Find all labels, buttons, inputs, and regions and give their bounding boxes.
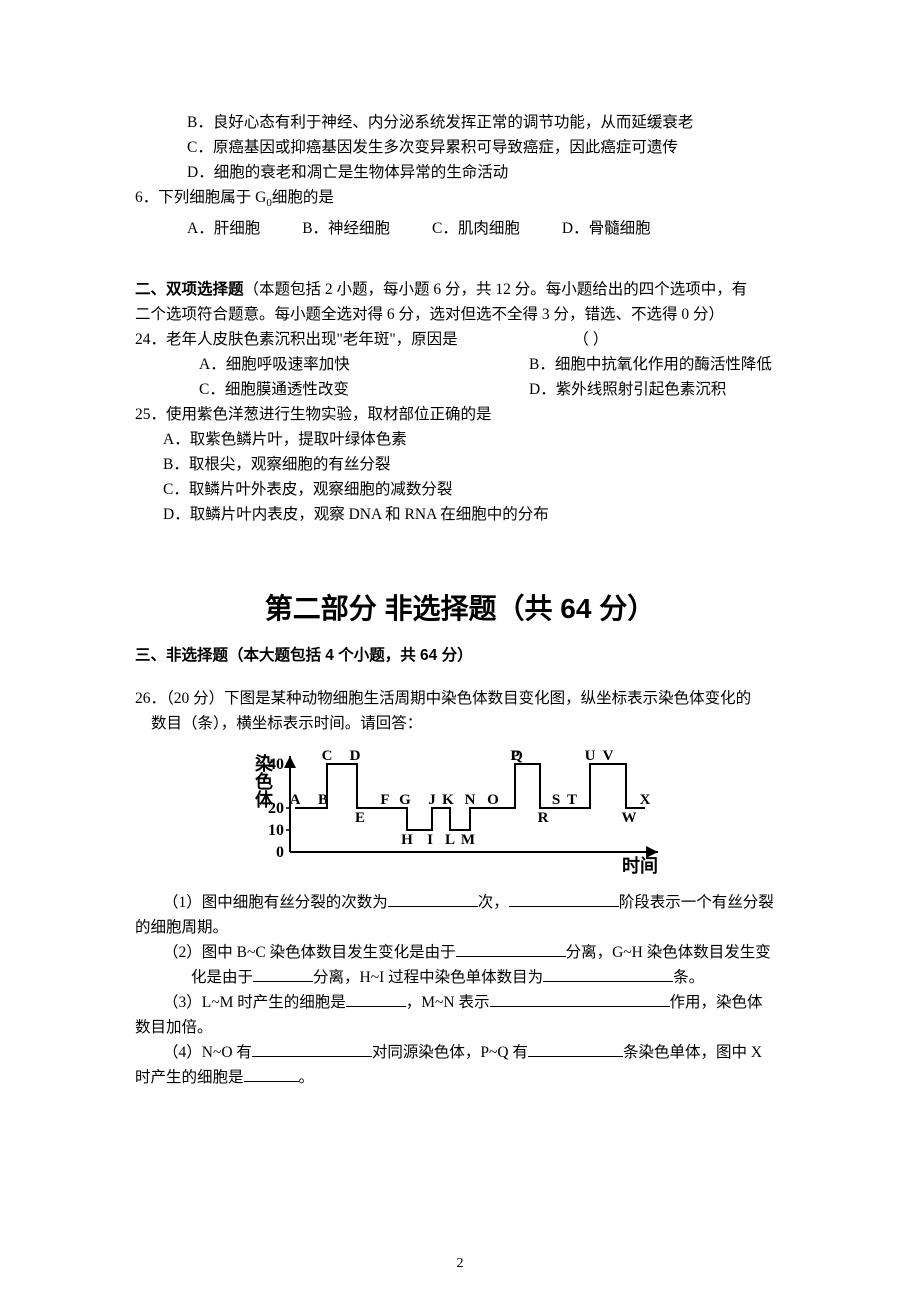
q26-p2a: （2）图中 B~C 染色体数目发生变化是由于 xyxy=(163,944,456,961)
svg-text:10: 10 xyxy=(268,822,284,839)
svg-text:V: V xyxy=(603,748,614,764)
q26-p1c: 阶段表示一个有丝分裂 xyxy=(619,894,774,911)
q5-opt-b: B．良好心态有利于神经、内分泌系统发挥正常的调节功能，从而延缓衰老 xyxy=(135,110,785,135)
q26-p2b: 分离，G~H 染色体数目发生变 xyxy=(566,944,771,961)
q26-p4: （4）N~O 有 对同源染色体，P~Q 有 条染色单体，图中 X xyxy=(135,1040,785,1065)
svg-text:时间: 时间 xyxy=(622,856,658,876)
q26-p2: （2）图中 B~C 染色体数目发生变化是由于 分离，G~H 染色体数目发生变 xyxy=(135,940,785,965)
q24-paren: （ ） xyxy=(573,331,608,348)
svg-text:色: 色 xyxy=(255,771,273,792)
q26-p1b: 次， xyxy=(478,894,509,911)
chromosome-chart: 0102040染色体时间ABCDEFGHIJKLMNOPQRSTUVWX xyxy=(250,746,670,876)
svg-text:H: H xyxy=(401,832,413,848)
svg-text:D: D xyxy=(350,748,361,764)
q26-p2d: 分离，H~I 过程中染色单体数目为 xyxy=(313,969,543,986)
svg-text:体: 体 xyxy=(255,789,274,810)
q26-p4b: 对同源染色体，P~Q 有 xyxy=(372,1044,528,1061)
q26-p2c: 化是由于 xyxy=(191,969,253,986)
q26-p4d: 时产生的细胞是 xyxy=(135,1069,244,1086)
q6-opt-c: C．肌肉细胞 xyxy=(432,216,520,241)
q6-opt-b: B．神经细胞 xyxy=(302,216,390,241)
q26-p3b: ，M~N 表示 xyxy=(406,994,490,1011)
q24-stem: 24．老年人皮肤色素沉积出现"老年斑"，原因是 xyxy=(135,331,458,348)
q5-opt-d: D．细胞的衰老和凋亡是生物体异常的生命活动 xyxy=(135,160,785,185)
q24-opt-b: B．细胞中抗氧化作用的酶活性降低 xyxy=(529,352,785,377)
q26-p1: （1）图中细胞有丝分裂的次数为 次， 阶段表示一个有丝分裂 xyxy=(135,890,785,915)
q25-opt-b: B．取根尖，观察细胞的有丝分裂 xyxy=(135,452,785,477)
q26-p3a: （3）L~M 时产生的细胞是 xyxy=(163,994,346,1011)
q26-p1d: 的细胞周期。 xyxy=(135,915,785,940)
svg-text:T: T xyxy=(567,792,577,808)
q26-p2e: 条。 xyxy=(673,969,704,986)
svg-text:C: C xyxy=(322,748,333,764)
q26-stem2: 数目（条），横坐标表示时间。请回答： xyxy=(135,711,785,736)
svg-text:A: A xyxy=(290,792,301,808)
svg-text:R: R xyxy=(538,810,549,826)
svg-text:0: 0 xyxy=(276,844,284,861)
q26-p4c: 条染色单体，图中 X xyxy=(623,1044,762,1061)
q26-p2-line2: 化是由于 分离，H~I 过程中染色单体数目为 条。 xyxy=(135,965,785,990)
q6-opt-d: D．骨髓细胞 xyxy=(562,216,651,241)
svg-text:染: 染 xyxy=(254,754,274,774)
q26-p1a: （1）图中细胞有丝分裂的次数为 xyxy=(163,894,388,911)
svg-text:G: G xyxy=(399,792,411,808)
svg-text:B: B xyxy=(318,792,328,808)
svg-text:I: I xyxy=(427,832,433,848)
q24-opt-c: C．细胞膜通透性改变 xyxy=(135,377,529,402)
svg-text:Q: Q xyxy=(511,748,523,764)
q24-stem-row: 24．老年人皮肤色素沉积出现"老年斑"，原因是 （ ） xyxy=(135,327,785,352)
q26-p3: （3）L~M 时产生的细胞是 ，M~N 表示 作用，染色体 xyxy=(135,990,785,1015)
svg-text:F: F xyxy=(380,792,389,808)
svg-text:S: S xyxy=(552,792,560,808)
section2-title-pre: 二、双项选择题 xyxy=(135,281,244,298)
q24-opt-a: A．细胞呼吸速率加快 xyxy=(135,352,529,377)
section2-title-line2: 二个选项符合题意。每小题全选对得 6 分，选对但选不全得 3 分，错选、不选得 … xyxy=(135,302,785,327)
page-number: 2 xyxy=(0,1256,920,1272)
q26-p4a: （4）N~O 有 xyxy=(163,1044,252,1061)
q24-opt-d: D．紫外线照射引起色素沉积 xyxy=(529,377,785,402)
q25-opt-d: D．取鳞片叶内表皮，观察 DNA 和 RNA 在细胞中的分布 xyxy=(135,502,785,527)
svg-text:K: K xyxy=(442,792,454,808)
svg-text:X: X xyxy=(640,792,651,808)
q26-stem1: 26．（20 分）下图是某种动物细胞生活周期中染色体数目变化图，纵坐标表示染色体… xyxy=(135,686,785,711)
section3-title: 三、非选择题（本大题包括 4 个小题，共 64 分） xyxy=(135,643,785,668)
q26-p3c: 作用，染色体 xyxy=(670,994,763,1011)
svg-text:E: E xyxy=(355,810,365,826)
q6-stem: 6．下列细胞属于 G0细胞的是 xyxy=(135,185,785,216)
q25-stem: 25．使用紫色洋葱进行生物实验，取材部位正确的是 xyxy=(135,402,785,427)
q6-stem-post: 细胞的是 xyxy=(272,189,334,206)
svg-text:O: O xyxy=(487,792,499,808)
q25-opt-a: A．取紫色鳞片叶，提取叶绿体色素 xyxy=(135,427,785,452)
svg-text:J: J xyxy=(428,792,436,808)
q6-stem-pre: 6．下列细胞属于 G xyxy=(135,189,266,206)
svg-text:M: M xyxy=(461,832,475,848)
section2-header: 二、双项选择题（本题包括 2 小题，每小题 6 分，共 12 分。每小题给出的四… xyxy=(135,277,785,302)
part2-title: 第二部分 非选择题（共 64 分） xyxy=(135,587,785,627)
section2-title-post: （本题包括 2 小题，每小题 6 分，共 12 分。每小题给出的四个选项中，有 xyxy=(244,281,748,298)
q26-p3d: 数目加倍。 xyxy=(135,1015,785,1040)
svg-text:W: W xyxy=(622,810,637,826)
svg-text:N: N xyxy=(465,792,476,808)
q26-p4e: 。 xyxy=(299,1069,315,1086)
q6-opt-a: A．肝细胞 xyxy=(187,216,260,241)
svg-text:L: L xyxy=(445,832,455,848)
q5-opt-c: C．原癌基因或抑癌基因发生多次变异累积可导致癌症，因此癌症可遗传 xyxy=(135,135,785,160)
q26-p4-line2: 时产生的细胞是 。 xyxy=(135,1065,785,1090)
q25-opt-c: C．取鳞片叶外表皮，观察细胞的减数分裂 xyxy=(135,477,785,502)
svg-text:U: U xyxy=(585,748,596,764)
